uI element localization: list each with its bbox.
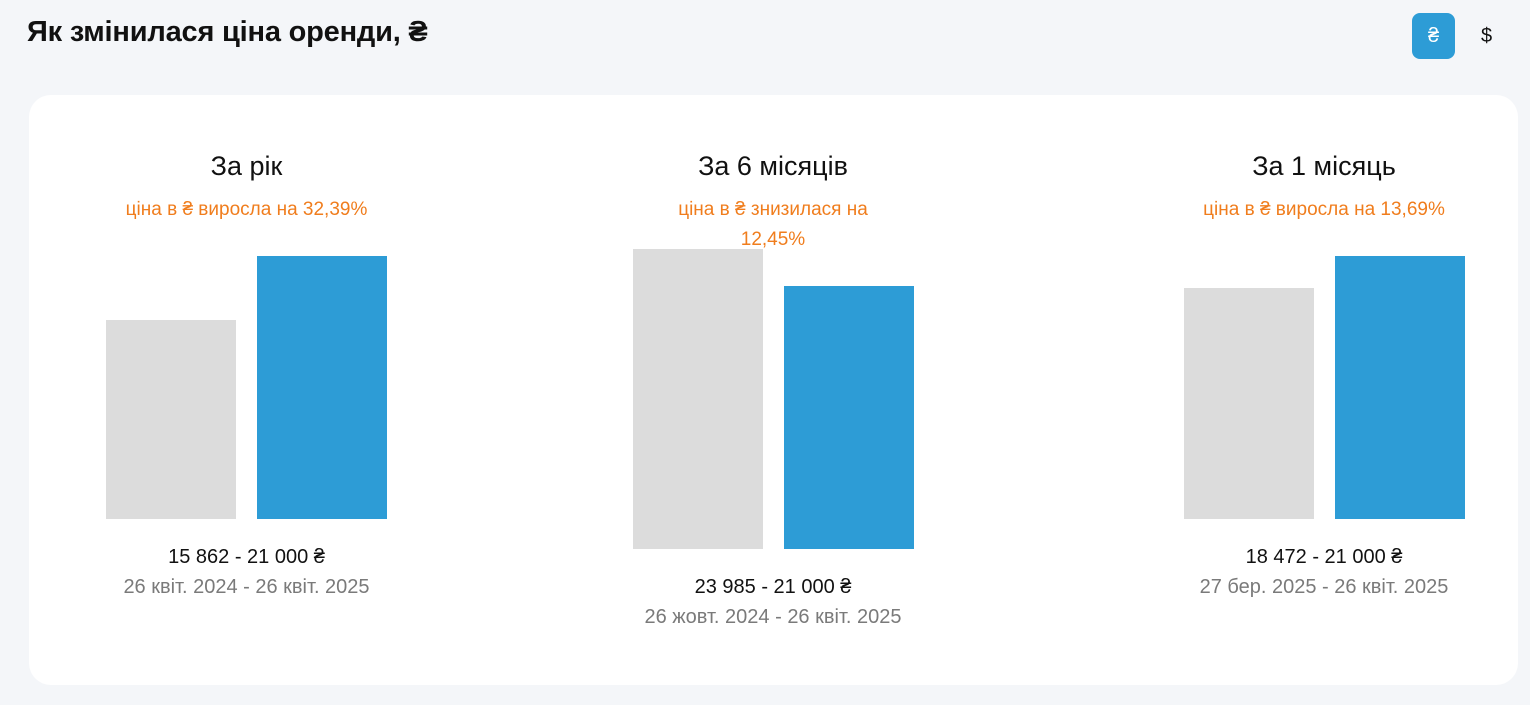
price-range: 23 985 - 21 000 ₴ <box>694 576 852 598</box>
price-change-text: ціна в ₴ знизилася на 12,45% <box>678 195 868 255</box>
price-range: 18 472 - 21 000 ₴ <box>1245 546 1403 568</box>
price-range: 15 862 - 21 000 ₴ <box>168 546 325 568</box>
price-change-text: ціна в ₴ виросла на 32,39% <box>126 195 368 225</box>
price-change-line: 12,45% <box>740 229 806 250</box>
bar-current <box>257 256 387 519</box>
price-change-text: ціна в ₴ виросла на 13,69% <box>1203 195 1445 225</box>
bar-previous <box>633 249 763 549</box>
panel-1-month: За 1 місяць ціна в ₴ виросла на 13,69% 1… <box>1183 95 1465 685</box>
currency-toggle: ₴ $ <box>1412 13 1508 59</box>
panel-6-months: За 6 місяців ціна в ₴ знизилася на 12,45… <box>632 95 914 685</box>
bar-previous <box>106 320 236 519</box>
page-title: Як змінилася ціна оренди, ₴ <box>27 16 428 48</box>
bar-current <box>784 286 914 549</box>
price-change-line: ціна в ₴ виросла на 32,39% <box>125 199 368 220</box>
price-change-line: ціна в ₴ виросла на 13,69% <box>1203 199 1445 220</box>
panel-title: За 6 місяців <box>698 151 848 181</box>
panel-title: За 1 місяць <box>1252 151 1396 181</box>
panel-year: За рік ціна в ₴ виросла на 32,39% 15 862… <box>80 95 413 685</box>
date-range: 26 квіт. 2024 - 26 квіт. 2025 <box>123 576 370 598</box>
date-range: 27 бер. 2025 - 26 квіт. 2025 <box>1199 576 1449 598</box>
panel-title: За рік <box>210 151 283 181</box>
bar-current <box>1335 256 1465 519</box>
bar-previous <box>1184 288 1314 519</box>
date-range: 26 жовт. 2024 - 26 квіт. 2025 <box>644 606 902 628</box>
currency-usd-button[interactable]: $ <box>1480 24 1493 47</box>
price-change-card: За рік ціна в ₴ виросла на 32,39% 15 862… <box>29 95 1518 685</box>
currency-uah-button[interactable]: ₴ <box>1412 13 1455 59</box>
price-change-line: ціна в ₴ знизилася на <box>678 199 868 220</box>
